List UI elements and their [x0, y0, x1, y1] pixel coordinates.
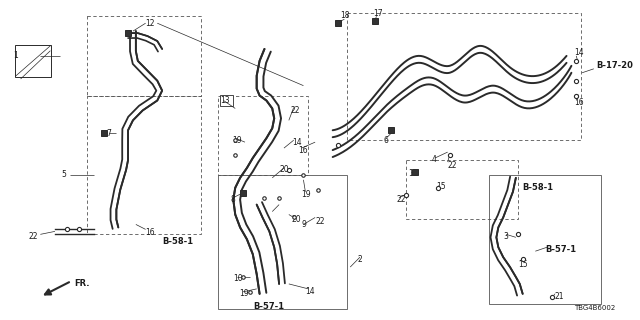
FancyBboxPatch shape [15, 45, 51, 77]
Text: 14: 14 [305, 287, 315, 296]
Bar [406, 160, 518, 220]
Text: 4: 4 [432, 156, 437, 164]
Text: 19: 19 [239, 289, 249, 298]
Text: 20: 20 [292, 215, 301, 224]
Text: B-57-1: B-57-1 [253, 302, 284, 311]
Bar [87, 96, 201, 234]
Text: B-57-1: B-57-1 [545, 245, 576, 254]
Text: 22: 22 [291, 106, 300, 115]
Text: 10: 10 [234, 275, 243, 284]
Text: 8: 8 [230, 195, 235, 204]
Text: 16: 16 [299, 146, 308, 155]
Text: 14: 14 [292, 138, 301, 147]
Text: 22: 22 [396, 195, 406, 204]
Text: 7: 7 [107, 129, 111, 138]
Text: 15: 15 [436, 182, 445, 191]
Text: 15: 15 [518, 260, 527, 268]
Text: 17: 17 [374, 9, 383, 18]
Text: 9: 9 [301, 220, 307, 229]
Text: B-58-1: B-58-1 [523, 183, 554, 192]
Text: 13: 13 [221, 96, 230, 105]
Bar [348, 13, 581, 140]
Text: 16: 16 [574, 98, 584, 107]
Text: 22: 22 [315, 217, 324, 226]
Bar [488, 175, 600, 304]
Text: 21: 21 [555, 292, 564, 301]
Text: 5: 5 [62, 170, 67, 180]
Text: FR.: FR. [74, 279, 90, 288]
Text: 3: 3 [503, 232, 508, 241]
Text: 18: 18 [340, 11, 350, 20]
Text: 22: 22 [29, 232, 38, 241]
Bar [218, 96, 308, 175]
Text: TBG4B6002: TBG4B6002 [574, 305, 615, 311]
Text: 11: 11 [409, 169, 418, 178]
Text: 19: 19 [232, 136, 242, 145]
Text: 1: 1 [13, 52, 18, 60]
Text: 22: 22 [447, 162, 457, 171]
Text: 12: 12 [145, 19, 155, 28]
Text: 19: 19 [301, 190, 311, 199]
Text: B-58-1: B-58-1 [162, 237, 193, 246]
FancyBboxPatch shape [220, 95, 233, 106]
Bar [87, 16, 201, 96]
Text: B-17-20: B-17-20 [596, 61, 632, 70]
Text: 2: 2 [357, 255, 362, 264]
Text: 16: 16 [145, 228, 156, 237]
Bar [218, 175, 348, 309]
Text: 20: 20 [279, 165, 289, 174]
Text: 14: 14 [574, 48, 584, 57]
Text: 6: 6 [383, 136, 388, 145]
